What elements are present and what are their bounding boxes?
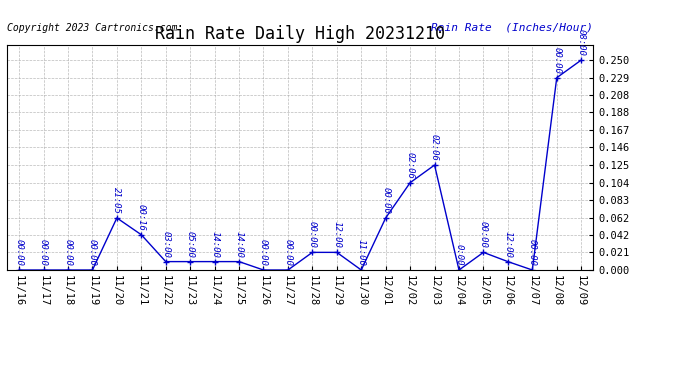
Text: Copyright 2023 Cartronics.com: Copyright 2023 Cartronics.com	[7, 22, 177, 33]
Text: 00:00: 00:00	[14, 239, 23, 266]
Text: 00:00: 00:00	[528, 239, 537, 266]
Text: 02:06: 02:06	[406, 152, 415, 178]
Text: 00:00: 00:00	[552, 47, 561, 74]
Text: 14:00: 14:00	[210, 231, 219, 258]
Text: 00:00: 00:00	[284, 239, 293, 266]
Text: 11:00: 11:00	[357, 239, 366, 266]
Text: 02:06: 02:06	[430, 134, 439, 161]
Text: Rain Rate  (Inches/Hour): Rain Rate (Inches/Hour)	[431, 22, 593, 33]
Text: 00:00: 00:00	[63, 239, 72, 266]
Text: 21:05: 21:05	[112, 187, 121, 214]
Text: 00:00: 00:00	[381, 187, 390, 214]
Text: 00:00: 00:00	[479, 221, 488, 248]
Text: 12:00: 12:00	[504, 231, 513, 258]
Text: 00:00: 00:00	[259, 239, 268, 266]
Text: 03:00: 03:00	[161, 231, 170, 258]
Text: 14:00: 14:00	[235, 231, 244, 258]
Text: 05:00: 05:00	[186, 231, 195, 258]
Text: 12:00: 12:00	[333, 221, 342, 248]
Text: 00:00: 00:00	[88, 239, 97, 266]
Text: 00:00: 00:00	[308, 221, 317, 248]
Text: 08:00: 08:00	[577, 29, 586, 56]
Text: 00:16: 00:16	[137, 204, 146, 231]
Title: Rain Rate Daily High 20231210: Rain Rate Daily High 20231210	[155, 26, 445, 44]
Text: 0:00: 0:00	[455, 244, 464, 266]
Text: 00:00: 00:00	[39, 239, 48, 266]
